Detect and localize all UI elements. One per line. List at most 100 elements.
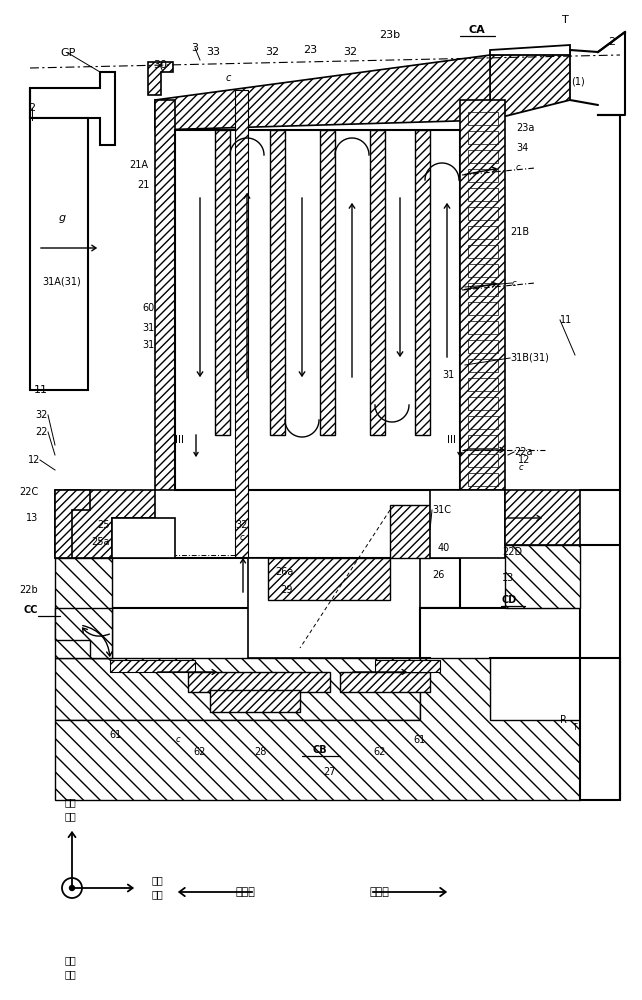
Polygon shape (155, 55, 490, 130)
Polygon shape (155, 100, 175, 490)
Text: 31: 31 (443, 370, 455, 380)
Polygon shape (468, 264, 498, 277)
Text: 2: 2 (28, 103, 35, 113)
Text: 25: 25 (98, 520, 110, 530)
Polygon shape (30, 118, 88, 390)
Text: T: T (562, 15, 568, 25)
Text: 31C: 31C (432, 505, 451, 515)
Text: 22C: 22C (19, 487, 38, 497)
Polygon shape (505, 545, 580, 608)
Polygon shape (468, 435, 498, 448)
Text: 31: 31 (143, 323, 155, 333)
Polygon shape (55, 490, 155, 558)
Text: 28: 28 (254, 747, 266, 757)
Polygon shape (468, 340, 498, 353)
Polygon shape (468, 112, 498, 125)
Text: 22: 22 (35, 427, 48, 437)
Polygon shape (468, 302, 498, 315)
Text: 23b: 23b (379, 30, 401, 40)
Text: 22a: 22a (514, 447, 532, 457)
Polygon shape (55, 490, 90, 558)
Polygon shape (112, 558, 460, 608)
Text: 22D: 22D (502, 547, 522, 557)
Polygon shape (148, 62, 173, 95)
Text: 33: 33 (206, 47, 220, 57)
Text: 32: 32 (265, 47, 279, 57)
Text: 径向: 径向 (64, 797, 76, 807)
Polygon shape (112, 518, 175, 558)
Text: c: c (516, 163, 521, 172)
Text: 26: 26 (432, 570, 444, 580)
Text: T: T (573, 722, 578, 732)
Polygon shape (55, 658, 420, 720)
Text: 上游側: 上游側 (235, 887, 255, 897)
Polygon shape (468, 359, 498, 372)
Polygon shape (420, 608, 580, 720)
Text: 渦輪: 渦輪 (64, 955, 76, 965)
Text: 31B(31): 31B(31) (510, 353, 549, 363)
Text: 32: 32 (236, 520, 248, 530)
Polygon shape (468, 454, 498, 467)
Polygon shape (370, 130, 385, 435)
Polygon shape (468, 169, 498, 182)
Polygon shape (340, 672, 430, 692)
Text: c: c (176, 736, 180, 744)
Text: 61: 61 (109, 730, 121, 740)
Polygon shape (235, 90, 248, 560)
Text: 22b: 22b (19, 585, 38, 595)
Text: 40: 40 (438, 543, 450, 553)
Polygon shape (430, 490, 505, 558)
Text: 21A: 21A (129, 160, 148, 170)
Text: 12: 12 (28, 455, 40, 465)
Text: 30: 30 (153, 60, 167, 70)
Polygon shape (468, 473, 498, 486)
Text: CA: CA (469, 25, 485, 35)
Text: 12: 12 (518, 455, 530, 465)
Text: c: c (225, 73, 230, 83)
Text: 31: 31 (143, 340, 155, 350)
Text: 21: 21 (137, 180, 150, 190)
Polygon shape (468, 245, 498, 258)
Text: 32: 32 (35, 410, 48, 420)
Polygon shape (55, 608, 112, 658)
Polygon shape (248, 558, 420, 658)
Polygon shape (460, 100, 505, 490)
Text: 渦輪: 渦輪 (152, 875, 164, 885)
Polygon shape (390, 505, 430, 558)
Polygon shape (215, 130, 230, 435)
Text: (1): (1) (571, 77, 585, 87)
Polygon shape (270, 130, 285, 435)
Polygon shape (268, 558, 390, 600)
Text: 31A(31): 31A(31) (42, 277, 81, 287)
Polygon shape (468, 131, 498, 144)
Text: 軸向: 軸向 (152, 889, 164, 899)
Text: 32: 32 (343, 47, 357, 57)
Polygon shape (580, 658, 620, 800)
Text: 27: 27 (324, 767, 336, 777)
Polygon shape (30, 72, 115, 145)
Text: 29: 29 (280, 585, 292, 595)
Text: 60: 60 (143, 303, 155, 313)
Polygon shape (320, 130, 335, 435)
Text: GP: GP (60, 48, 76, 58)
Text: 渦輪: 渦輪 (64, 811, 76, 821)
Text: 62: 62 (194, 747, 206, 757)
Text: 3: 3 (191, 43, 198, 53)
Polygon shape (468, 416, 498, 429)
Text: 61: 61 (414, 735, 426, 745)
Polygon shape (210, 690, 300, 712)
Text: 25a: 25a (92, 537, 110, 547)
Polygon shape (490, 50, 570, 120)
Polygon shape (468, 321, 498, 334)
Polygon shape (490, 45, 570, 55)
Text: CB: CB (313, 745, 327, 755)
Text: III: III (447, 435, 456, 445)
Text: c: c (239, 534, 245, 542)
Text: 34: 34 (516, 143, 528, 153)
Text: R: R (560, 715, 567, 725)
Text: III: III (175, 435, 184, 445)
Polygon shape (375, 660, 440, 672)
Text: 62: 62 (374, 747, 386, 757)
Text: 11: 11 (34, 385, 48, 395)
Text: 11: 11 (560, 315, 572, 325)
